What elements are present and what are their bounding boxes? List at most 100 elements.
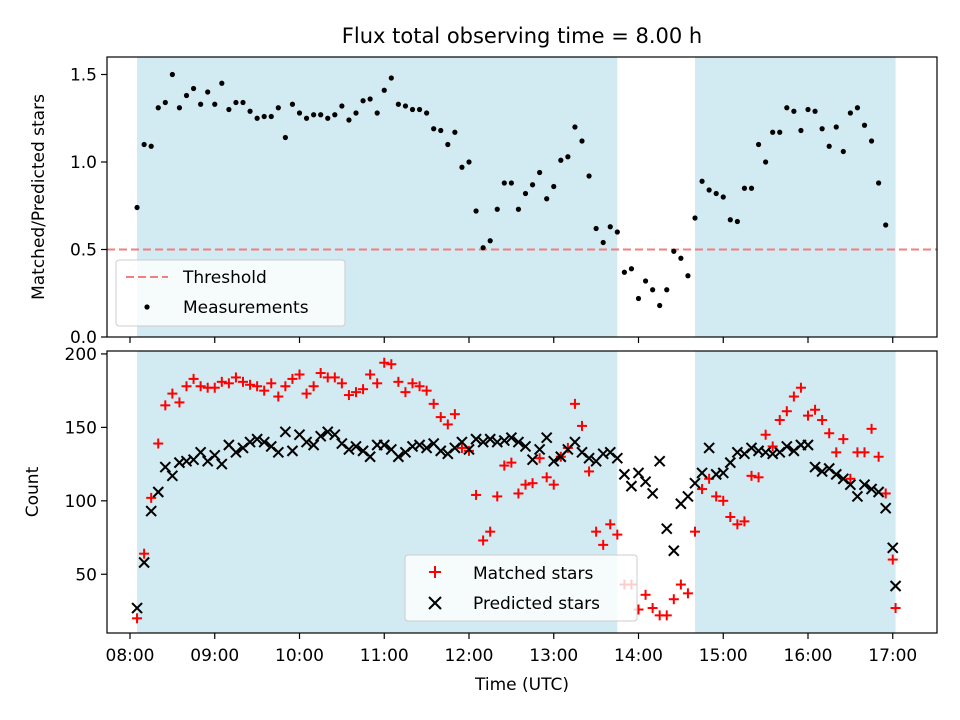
matched-star-point [591,526,602,537]
matched-star-point [351,387,361,398]
measurement-point [360,98,366,104]
measurement-point [155,105,161,111]
matched-star-point [273,391,284,402]
matched-star-point [245,379,256,390]
measurement-point [868,138,875,144]
predicted-star-point [879,502,892,514]
matched-star-point [760,429,771,440]
predicted-star-point [322,426,334,438]
bottom-legend: Matched stars Predicted stars [404,554,638,622]
predicted-star-point [717,467,729,479]
matched-star-point [449,409,460,420]
measurement-point [876,180,882,186]
measurement-point [275,105,281,111]
measurement-point [642,278,649,284]
measurement-point [445,141,451,148]
predicted-star-point [420,442,433,454]
matched-star-point [739,516,750,527]
measurement-point [289,101,296,107]
matched-star-point [817,415,828,426]
measurement-point [459,164,465,170]
matched-star-point [188,373,199,384]
predicted-star-point [519,440,532,453]
measurement-point [607,224,613,230]
matched-star-point [562,442,573,453]
y-tick-label: 0.0 [70,328,97,348]
measurement-point [212,101,218,107]
measurement-point [325,115,331,121]
bottom-y-axis-ticks: 50 100 150 200 [65,345,107,585]
matched-star-point [788,391,799,402]
measurement-point [699,178,705,184]
measurement-point [727,217,733,223]
predicted-star-point [887,542,899,554]
predicted-star-point [470,433,482,445]
predicted-star-point [872,486,885,498]
predicted-star-point [844,478,857,491]
matched-star-point [866,423,877,434]
matched-star-point [485,526,496,537]
predicted-star-point [272,446,285,459]
matched-star-point [386,359,397,370]
measurement-point [706,187,712,193]
measurement-point [755,141,762,148]
predicted-star-point [646,487,659,500]
matched-star-point [767,441,778,452]
measurement-point [635,295,642,302]
matched-star-point [541,472,552,483]
measurement-point [621,269,627,275]
predicted-star-point [194,446,207,459]
measurement-point [339,103,345,109]
matched-star-point [329,372,340,383]
matched-star-point [824,428,835,439]
matched-star-point [358,384,369,395]
predicted-star-point [230,446,242,459]
matched-star-point [223,378,234,389]
predicted-star-point [413,439,426,451]
matched-star-point [781,406,792,417]
measurement-point [431,126,437,132]
measurement-point [240,99,246,106]
matched-star-point [753,472,764,483]
predicted-star-point [145,505,157,517]
predicted-star-point [209,449,221,461]
legend-matched-swatch [429,566,441,578]
x-tick-label: 12:00 [445,646,494,666]
measurement-point [381,87,387,93]
measurement-point [247,108,253,114]
measurement-point [480,245,486,251]
matched-star-point [132,613,143,624]
predicted-star-point [329,429,341,441]
measurement-point [226,106,232,113]
matched-star-point [605,519,616,530]
measurement-point [579,138,585,144]
measurement-point [494,206,500,212]
shaded-interval-2 [695,351,896,633]
measurement-point [883,222,889,228]
matched-star-point [146,492,157,503]
matched-star-point [803,410,813,421]
matched-star-point [527,478,538,489]
measurement-point [840,148,846,155]
chart-title: Flux total observing time = 8.00 h [342,24,702,48]
predicted-star-point [802,439,814,451]
predicted-star-point [279,426,292,438]
measurement-point [367,96,373,102]
matched-star-point [534,453,545,464]
measurement-point [332,112,338,118]
measurement-point [374,110,380,116]
predicted-star-point [830,468,842,481]
x-tick-label: 08:00 [106,646,155,666]
x-tick-label: 16:00 [784,646,833,666]
predicted-star-point [816,465,828,478]
predicted-star-point [392,451,405,463]
measurement-point [713,190,719,197]
matched-star-point [209,382,220,393]
matched-star-point [379,357,390,368]
x-tick-label: 14:00 [614,646,663,666]
matched-star-point [266,378,277,389]
predicted-star-point [781,440,793,453]
matched-star-point [174,397,185,408]
legend-measurements-label: Measurements [183,298,309,318]
top-x-axis-ticks [129,337,894,343]
